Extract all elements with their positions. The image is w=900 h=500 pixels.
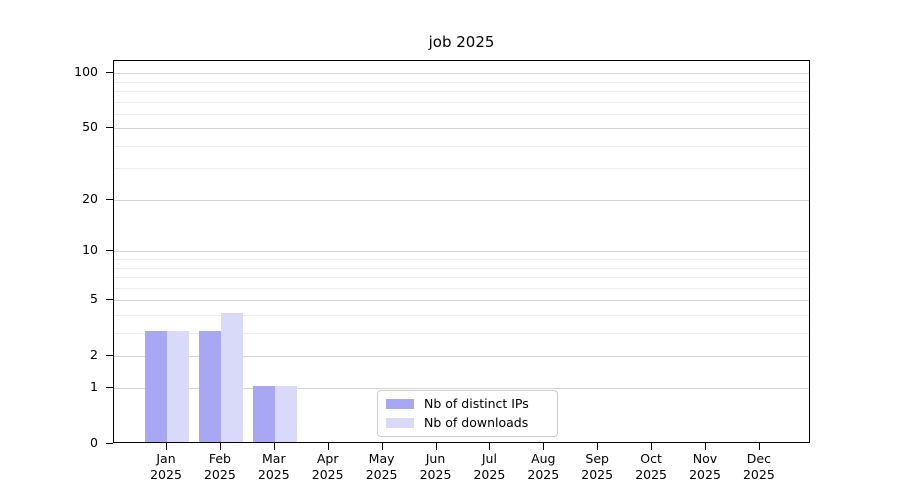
x-tick-label-feb: Feb 2025 [203, 451, 236, 482]
x-tick-label-sep: Sep 2025 [581, 451, 614, 482]
y-tick-label-2: 2 [90, 346, 98, 362]
legend-item-downloads: Nb of downloads [386, 415, 549, 431]
legend-label-downloads: Nb of downloads [424, 415, 529, 430]
x-tick-label-aug: Aug 2025 [527, 451, 560, 482]
y-tick-label-1: 1 [90, 379, 98, 395]
x-tick-mark-jan [166, 443, 167, 450]
bar-downloads-feb [220, 312, 243, 442]
x-tick-mark-nov [705, 443, 706, 450]
gridline-major-50 [114, 128, 809, 130]
gridline-minor-40 [114, 145, 809, 147]
y-tick-label-100: 100 [74, 64, 98, 80]
y-tick-label-50: 50 [82, 119, 98, 135]
x-tick-mark-sep [597, 443, 599, 450]
bar-distinct-ips-feb [198, 330, 221, 442]
bar-distinct-ips-mar [252, 386, 275, 442]
x-tick-label-nov: Nov 2025 [689, 451, 721, 482]
gridline-major-5 [114, 300, 809, 302]
y-tick-mark-2 [106, 354, 113, 356]
x-tick-label-mar: Mar 2025 [257, 451, 290, 482]
gridline-minor-60 [114, 113, 809, 115]
x-tick-label-may: May 2025 [365, 451, 398, 482]
bar-downloads-mar [274, 386, 297, 442]
x-tick-mark-feb [219, 443, 221, 450]
legend-swatch-distinct-ips [386, 399, 414, 409]
legend-item-distinct-ips: Nb of distinct IPs [386, 396, 549, 412]
y-tick-mark-10 [106, 250, 113, 252]
gridline-major-1 [114, 388, 809, 390]
x-tick-mark-jul [489, 443, 491, 450]
x-tick-mark-may [381, 443, 383, 450]
legend-label-distinct-ips: Nb of distinct IPs [424, 396, 529, 411]
y-tick-mark-1 [106, 387, 113, 389]
x-tick-mark-aug [543, 443, 545, 450]
gridline-minor-80 [114, 91, 809, 93]
y-tick-label-5: 5 [90, 291, 98, 307]
x-tick-mark-apr [327, 443, 329, 450]
gridline-minor-90 [114, 81, 809, 83]
gridline-minor-70 [114, 101, 809, 103]
bar-distinct-ips-jan [145, 330, 167, 442]
y-tick-mark-5 [106, 299, 113, 301]
x-tick-label-apr: Apr 2025 [311, 451, 344, 482]
x-tick-mark-dec [758, 443, 760, 450]
gridline-minor-7 [114, 277, 809, 279]
gridline-major-20 [114, 199, 809, 201]
gridline-minor-4 [114, 314, 809, 316]
legend: Nb of distinct IPs Nb of downloads [377, 390, 558, 437]
x-tick-label-dec: Dec 2025 [742, 451, 775, 482]
gridline-major-10 [114, 251, 809, 253]
bar-downloads-jan [167, 330, 189, 442]
x-tick-label-jul: Jul 2025 [473, 451, 506, 482]
x-tick-mark-mar [273, 443, 275, 450]
x-tick-label-oct: Oct 2025 [635, 451, 667, 482]
y-tick-mark-0 [106, 443, 113, 444]
y-tick-mark-100 [106, 72, 113, 74]
gridline-minor-9 [114, 259, 809, 261]
gridline-major-2 [114, 355, 809, 357]
x-tick-mark-jun [435, 443, 437, 450]
plot-area [113, 60, 810, 443]
x-tick-label-jun: Jun 2025 [419, 451, 452, 482]
legend-swatch-downloads [386, 418, 414, 428]
chart-title: job 2025 [428, 33, 495, 51]
x-tick-label-jan: Jan 2025 [150, 451, 182, 482]
gridline-minor-6 [114, 287, 809, 289]
y-tick-label-20: 20 [82, 190, 98, 206]
y-tick-label-10: 10 [82, 242, 98, 258]
x-tick-mark-oct [651, 443, 653, 450]
gridline-minor-30 [114, 168, 809, 170]
gridline-major-100 [114, 73, 809, 75]
y-tick-mark-20 [106, 198, 113, 200]
gridline-minor-3 [114, 332, 809, 334]
gridline-minor-8 [114, 267, 809, 269]
y-tick-label-0: 0 [90, 435, 98, 450]
y-tick-mark-50 [106, 127, 113, 129]
